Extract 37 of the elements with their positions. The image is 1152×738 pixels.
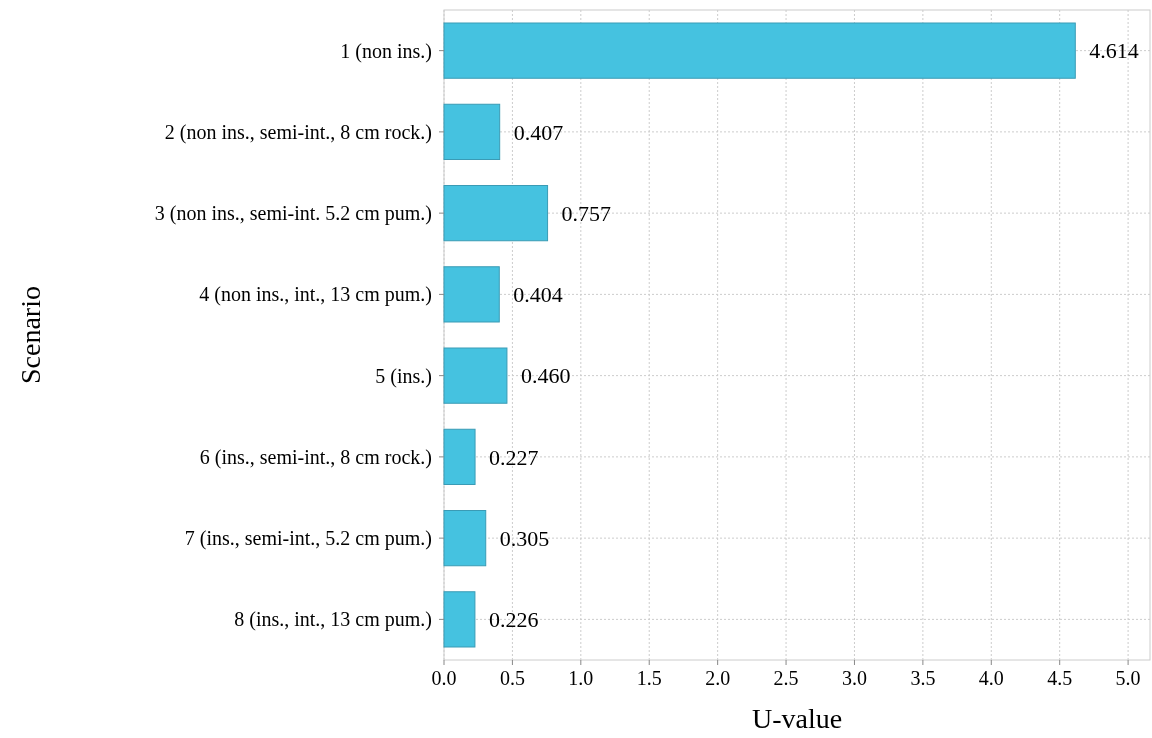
bar: [443, 185, 549, 242]
data-label: 0.460: [520, 363, 571, 389]
bar: [443, 591, 476, 648]
bar: [443, 510, 487, 567]
y-tick-label: 5 (ins.): [375, 364, 432, 388]
x-tick-label: 4.0: [978, 667, 1004, 689]
x-tick-label: 1.0: [568, 667, 594, 689]
x-tick-label: 0.5: [499, 667, 525, 689]
y-tick-label: 8 (ins., int., 13 cm pum.): [234, 608, 432, 632]
y-tick-label: 4 (non ins., int., 13 cm pum.): [199, 283, 432, 307]
x-tick-label: 3.5: [910, 667, 936, 689]
bar: [443, 103, 501, 160]
data-label: 0.757: [561, 200, 612, 226]
x-tick-label: 0.0: [431, 667, 457, 689]
data-label: 0.305: [499, 525, 550, 551]
x-tick-label: 2.5: [773, 667, 799, 689]
data-label: 0.407: [513, 119, 564, 145]
x-axis-title: U-value: [751, 703, 843, 734]
x-tick-label: 1.5: [636, 667, 662, 689]
data-label: 4.614: [1089, 38, 1139, 64]
x-tick-label: 3.0: [841, 667, 867, 689]
y-tick-label: 3 (non ins., semi-int. 5.2 cm pum.): [154, 202, 432, 226]
x-tick-label: 4.5: [1047, 667, 1073, 689]
y-tick-label: 7 (ins., semi-int., 5.2 cm pum.): [184, 527, 432, 551]
x-tick-label: 5.0: [1115, 667, 1141, 689]
y-tick-label: 2 (non ins., semi-int., 8 cm rock.): [164, 120, 432, 144]
x-tick-label: 2.0: [705, 667, 731, 689]
data-label: 0.226: [488, 607, 539, 633]
y-axis-title: Scenario: [15, 286, 46, 384]
data-label: 0.404: [513, 282, 563, 308]
bar: [443, 428, 476, 485]
bar: [443, 22, 1076, 79]
data-label: 0.227: [489, 444, 539, 470]
y-tick-label: 6 (ins., semi-int., 8 cm rock.): [199, 445, 432, 469]
bar: [443, 266, 500, 323]
y-tick-label: 1 (non ins.): [340, 39, 432, 63]
bar: [443, 347, 508, 404]
